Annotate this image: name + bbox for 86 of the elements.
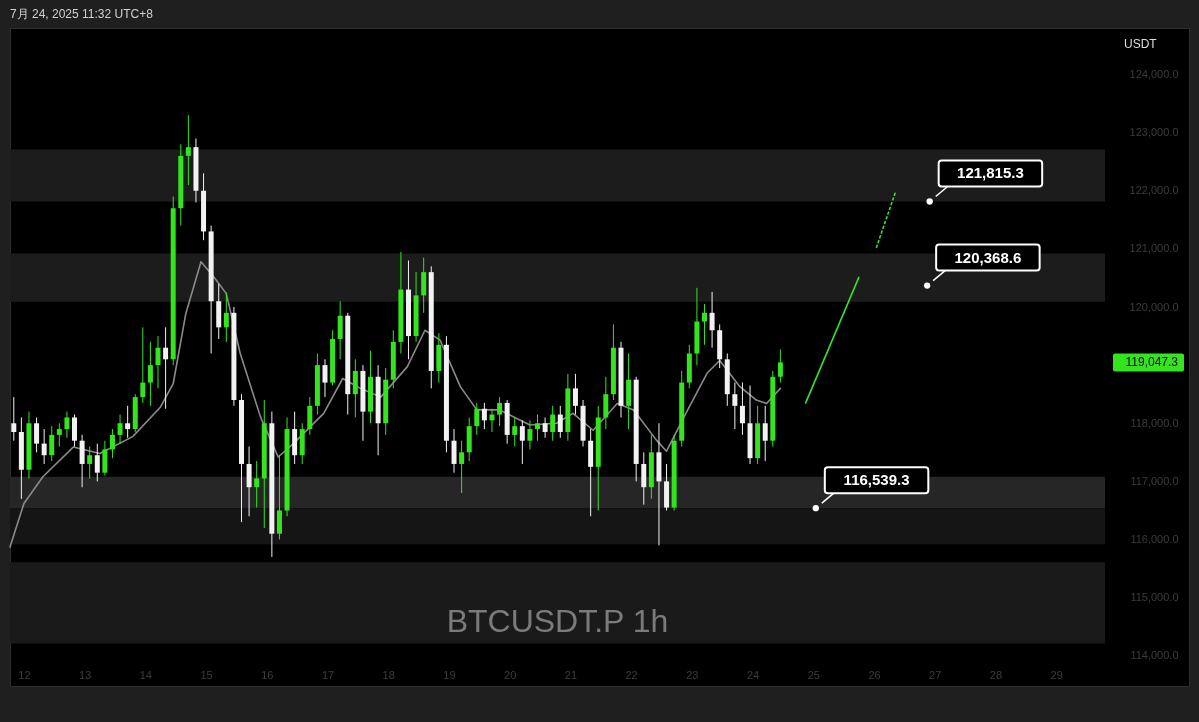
candlestick bbox=[87, 446, 93, 479]
candlestick bbox=[702, 303, 707, 346]
candlestick bbox=[739, 382, 745, 436]
candlestick bbox=[535, 414, 541, 442]
y-tick-label: 117,000.0 bbox=[1130, 474, 1179, 487]
candlestick bbox=[140, 326, 146, 404]
candlestick bbox=[56, 422, 62, 448]
chart-subtitle: 7月 24, 2025 11:32 UTC+8 bbox=[10, 7, 154, 21]
candlestick bbox=[459, 440, 465, 494]
y-tick-label: 123,000.0 bbox=[1129, 126, 1179, 139]
x-tick-label: 22 bbox=[625, 668, 638, 681]
point bbox=[812, 505, 819, 512]
candlestick bbox=[11, 396, 17, 442]
candlestick bbox=[512, 416, 518, 448]
y-tick-label: 115,000.0 bbox=[1130, 591, 1179, 604]
x-tick-label: 13 bbox=[79, 668, 92, 681]
y-tick-label: 118,000.0 bbox=[1130, 416, 1179, 429]
annotation: 119,047.3 bbox=[1125, 355, 1179, 370]
data-label: 120,368.6 bbox=[954, 248, 1022, 266]
point bbox=[926, 198, 933, 205]
candlestick bbox=[337, 300, 343, 360]
y-tick-label: 124,000.0 bbox=[1129, 68, 1179, 80]
x-tick-label: 18 bbox=[382, 668, 395, 681]
candlestick bbox=[147, 341, 153, 407]
candlestick bbox=[64, 411, 70, 439]
candlestick bbox=[421, 257, 427, 314]
candlestick bbox=[223, 291, 229, 343]
candlestick bbox=[254, 460, 260, 509]
candlestick bbox=[497, 396, 503, 427]
y-tick-label: 121,000.0 bbox=[1129, 242, 1179, 255]
candlestick bbox=[94, 443, 100, 482]
x-tick-label: 19 bbox=[443, 668, 456, 681]
candlestick bbox=[185, 114, 191, 186]
x-tick-label: 14 bbox=[139, 668, 152, 681]
candlestick bbox=[777, 348, 783, 384]
y-axis-title: USDT bbox=[1124, 37, 1158, 51]
candlestick bbox=[109, 428, 115, 459]
candlestick bbox=[41, 428, 47, 465]
x-tick-label: 12 bbox=[18, 668, 31, 681]
candlestick bbox=[79, 434, 85, 488]
candlestick bbox=[542, 416, 548, 439]
candlestick bbox=[117, 414, 123, 445]
x-tick-label: 29 bbox=[1050, 668, 1063, 681]
candlestick bbox=[527, 419, 533, 450]
x-tick-label: 16 bbox=[261, 668, 274, 681]
candlestick bbox=[352, 358, 358, 418]
y-tick-label: 120,000.0 bbox=[1129, 300, 1179, 313]
candlestick bbox=[732, 382, 738, 430]
candlestick bbox=[307, 396, 313, 436]
x-tick-label: 23 bbox=[686, 668, 699, 681]
candlestick bbox=[481, 402, 487, 430]
x-tick-label: 17 bbox=[321, 668, 335, 681]
candlestick bbox=[557, 405, 563, 439]
x-tick-label: 21 bbox=[564, 668, 578, 681]
point bbox=[923, 282, 931, 289]
data-label: 116,539.3 bbox=[843, 471, 910, 489]
x-tick-label: 24 bbox=[746, 668, 760, 681]
candlestick bbox=[709, 291, 715, 349]
candlestick bbox=[246, 446, 252, 517]
line-series bbox=[9, 260, 782, 548]
y-tick-label: 114,000.0 bbox=[1130, 649, 1179, 662]
y-tick-label: 116,000.0 bbox=[1130, 533, 1179, 546]
data-label: 121,815.3 bbox=[957, 164, 1024, 182]
candlestick bbox=[102, 440, 108, 477]
candlestick bbox=[550, 405, 556, 442]
candlestick bbox=[155, 335, 161, 389]
candlestick bbox=[125, 405, 131, 439]
candlestick bbox=[572, 373, 578, 416]
x-tick-label: 15 bbox=[200, 668, 213, 681]
x-tick-label: 26 bbox=[868, 668, 881, 681]
candlestick bbox=[34, 416, 40, 453]
candlestick bbox=[72, 414, 78, 448]
x-tick-label: 28 bbox=[989, 668, 1003, 681]
candlestick bbox=[163, 326, 169, 410]
candlestick bbox=[762, 405, 768, 462]
candlestick bbox=[49, 425, 55, 462]
y-tick-label: 122,000.0 bbox=[1129, 184, 1179, 197]
x-tick-label: 25 bbox=[807, 668, 820, 681]
candlestick bbox=[519, 419, 525, 465]
candlestick bbox=[474, 402, 480, 436]
candlestick bbox=[603, 376, 609, 430]
candlestick bbox=[451, 428, 457, 474]
text: BTCUSDT.P 1h bbox=[446, 603, 669, 639]
candlestick bbox=[641, 451, 647, 506]
candlestick bbox=[322, 358, 328, 398]
candlestick bbox=[276, 454, 282, 541]
